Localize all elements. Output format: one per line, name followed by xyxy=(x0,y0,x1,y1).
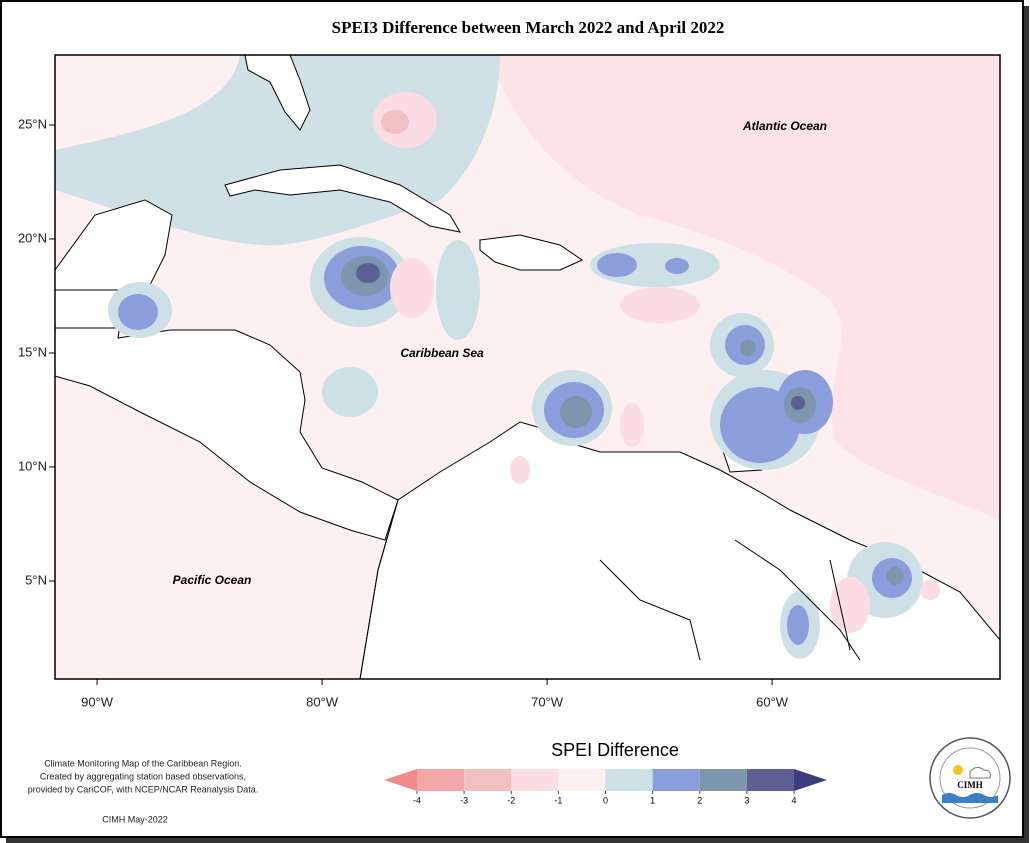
ocean-label: Atlantic Ocean xyxy=(742,119,827,133)
colorbar-label: 1 xyxy=(650,795,655,805)
ocean-label: Pacific Ocean xyxy=(173,573,252,587)
logo-text: CIMH xyxy=(957,780,983,790)
y-tick-label: 5°N xyxy=(25,572,47,587)
map-area: Atlantic Ocean Caribbean Sea Pacific Oce… xyxy=(54,54,1001,680)
land xyxy=(224,164,461,233)
y-tick-label: 15°N xyxy=(18,344,47,359)
colorbar-label: -3 xyxy=(460,795,468,805)
colorbar-label: -4 xyxy=(413,795,421,805)
colorbar-bin xyxy=(699,769,747,791)
land xyxy=(244,55,311,131)
colorbar-bin xyxy=(464,769,512,791)
colorbar-label: 0 xyxy=(603,795,608,805)
colorbar-label: -1 xyxy=(554,795,562,805)
colorbar-bin xyxy=(605,769,653,791)
colorbar-label: -2 xyxy=(507,795,515,805)
colorbar-bin xyxy=(417,769,465,791)
map-frame xyxy=(54,54,1001,680)
colorbar-label: 2 xyxy=(697,795,702,805)
footnote: Climate Monitoring Map of the Caribbean … xyxy=(28,758,259,824)
logo: CIMH xyxy=(929,737,1011,819)
borders xyxy=(359,499,861,679)
credit: CIMH May-2022 xyxy=(102,814,168,824)
footnote-line: Created by aggregating station based obs… xyxy=(40,771,246,781)
y-tick-label: 10°N xyxy=(18,458,47,473)
x-tick-label: 90°W xyxy=(81,694,114,709)
x-tick-label: 70°W xyxy=(531,694,564,709)
shadow xyxy=(1024,6,1029,842)
colorbar-extend xyxy=(384,769,417,791)
anomaly-blobs xyxy=(108,237,940,659)
y-tick-label: 20°N xyxy=(18,230,47,245)
colorbar-bin xyxy=(652,769,700,791)
field-negative xyxy=(490,55,1000,520)
ocean-label: Caribbean Sea xyxy=(400,346,484,360)
land xyxy=(479,234,584,271)
colorbar-bin xyxy=(558,769,606,791)
field-negative xyxy=(381,110,409,134)
colorbar-label: 4 xyxy=(791,795,796,805)
x-tick-label: 80°W xyxy=(306,694,339,709)
legend-title: SPEI Difference xyxy=(551,740,679,760)
shadow xyxy=(6,838,1029,843)
y-tick-label: 25°N xyxy=(18,116,47,131)
colorbar-bin xyxy=(746,769,794,791)
footnote-line: Climate Monitoring Map of the Caribbean … xyxy=(44,758,242,768)
colorbar-bin xyxy=(511,769,559,791)
colorbar-extend xyxy=(794,769,827,791)
title: SPEI3 Difference between March 2022 and … xyxy=(332,18,725,37)
footnote-line: provided by CariCOF, with NCEP/NCAR Rean… xyxy=(28,784,259,794)
colorbar-label: 3 xyxy=(744,795,749,805)
x-tick-label: 60°W xyxy=(756,694,789,709)
